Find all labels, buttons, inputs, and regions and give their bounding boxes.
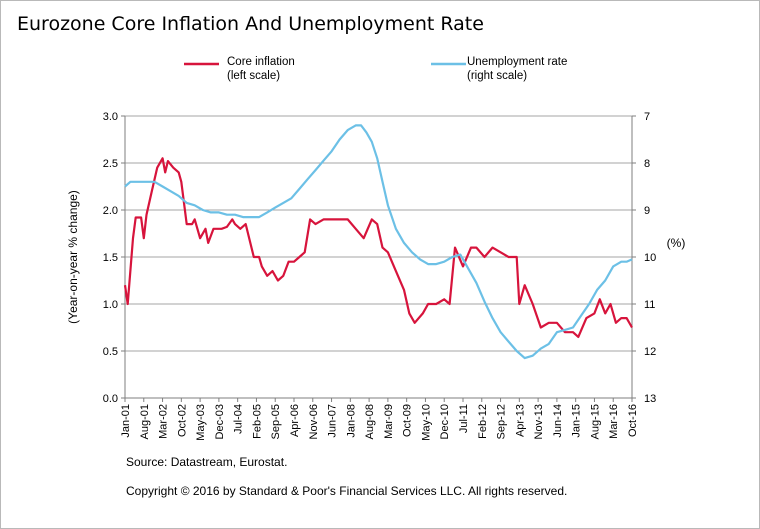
x-tick-label: May-03 bbox=[195, 404, 207, 441]
x-tick-label: Nov-06 bbox=[308, 404, 320, 439]
x-tick-label: Feb-05 bbox=[251, 404, 263, 439]
x-tick-label: Jan-15 bbox=[571, 404, 583, 438]
x-tick-label: Aug-01 bbox=[139, 404, 151, 439]
y-tick-label: 2.5 bbox=[103, 158, 118, 170]
x-tick-label: Oct-02 bbox=[176, 404, 188, 437]
x-tick-label: Mar-09 bbox=[383, 404, 395, 439]
y2-tick-label: 13 bbox=[644, 393, 656, 405]
y-axis-label: (Year-on-year % change) bbox=[66, 190, 80, 324]
x-tick-label: Aug-15 bbox=[589, 404, 601, 439]
legend-label: Unemployment rate bbox=[467, 56, 567, 68]
source-note: Source: Datastream, Eurostat. bbox=[126, 455, 288, 469]
x-tick-label: Jan-08 bbox=[345, 404, 357, 438]
x-tick-label: Dec-10 bbox=[439, 404, 451, 439]
y-tick-label: 0.5 bbox=[103, 346, 118, 358]
x-tick-label: Apr-06 bbox=[289, 404, 301, 437]
x-tick-label: Feb-12 bbox=[477, 404, 489, 439]
x-tick-label: Jun-14 bbox=[552, 404, 564, 438]
x-tick-label: Dec-03 bbox=[214, 404, 226, 439]
x-tick-label: Jan-01 bbox=[120, 404, 132, 438]
legend-label: Core inflation bbox=[227, 56, 295, 68]
x-tick-label: Oct-09 bbox=[402, 404, 414, 437]
legend-label: (right scale) bbox=[467, 70, 527, 82]
x-tick-label: Nov-13 bbox=[533, 404, 545, 439]
x-tick-label: Aug-08 bbox=[364, 404, 376, 439]
x-tick-label: Sep-05 bbox=[270, 404, 282, 439]
chart-title: Eurozone Core Inflation And Unemployment… bbox=[17, 13, 484, 35]
y2-tick-label: 8 bbox=[644, 158, 650, 170]
x-tick-label: Apr-13 bbox=[514, 404, 526, 437]
x-tick-label: Mar-16 bbox=[608, 404, 620, 439]
x-tick-label: Mar-02 bbox=[158, 404, 170, 439]
x-tick-label: Sep-12 bbox=[496, 404, 508, 439]
x-tick-label: Oct-16 bbox=[627, 404, 639, 437]
y2-tick-label: 12 bbox=[644, 346, 656, 358]
y-tick-label: 1.5 bbox=[103, 252, 118, 264]
y2-tick-label: 9 bbox=[644, 205, 650, 217]
y2-axis-label: (%) bbox=[667, 236, 686, 250]
y-tick-label: 1.0 bbox=[103, 299, 118, 311]
y-tick-label: 2.0 bbox=[103, 205, 118, 217]
x-tick-label: Jul-04 bbox=[233, 404, 245, 434]
y2-tick-label: 7 bbox=[644, 111, 650, 123]
legend-label: (left scale) bbox=[227, 70, 280, 82]
x-tick-label: Jul-11 bbox=[458, 404, 470, 433]
y-tick-label: 0.0 bbox=[103, 393, 118, 405]
y2-tick-label: 11 bbox=[644, 299, 655, 311]
series-line-core-inflation bbox=[123, 157, 633, 338]
y-tick-label: 3.0 bbox=[103, 111, 118, 123]
y2-tick-label: 10 bbox=[644, 252, 656, 264]
copyright-note: Copyright © 2016 by Standard & Poor's Fi… bbox=[126, 484, 568, 498]
x-tick-label: May-10 bbox=[420, 404, 432, 441]
x-tick-label: Jun-07 bbox=[327, 404, 339, 438]
series-line-unemployment-rate bbox=[124, 124, 633, 360]
